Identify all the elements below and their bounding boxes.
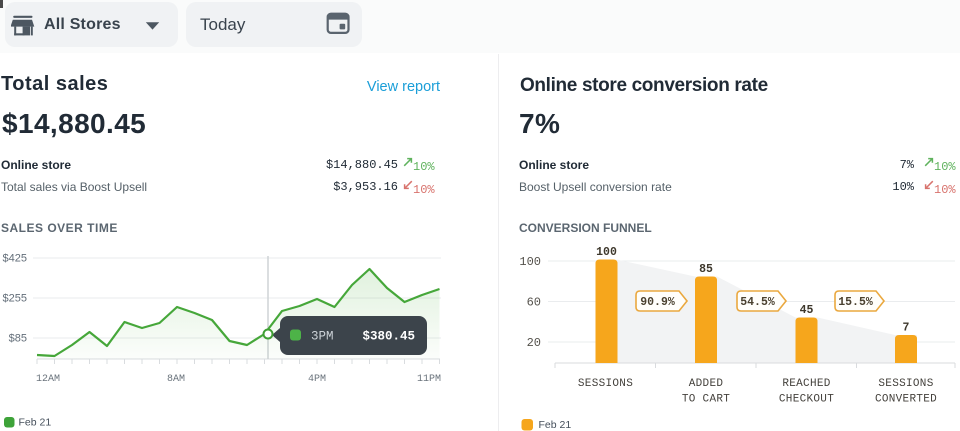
svg-text:Feb 21: Feb 21 (19, 417, 52, 429)
svg-text:54.5%: 54.5% (740, 296, 775, 309)
svg-text:ADDED: ADDED (689, 378, 724, 390)
svg-text:15.5%: 15.5% (838, 296, 873, 309)
svg-text:4PM: 4PM (308, 374, 326, 385)
svg-text:90.9%: 90.9% (640, 296, 675, 309)
svg-text:45: 45 (800, 304, 814, 317)
svg-text:REACHED: REACHED (782, 378, 830, 390)
svg-text:CHECKOUT: CHECKOUT (779, 394, 834, 406)
svg-text:CONVERTED: CONVERTED (875, 394, 937, 406)
svg-text:SESSIONS: SESSIONS (878, 378, 933, 390)
svg-text:$380.45: $380.45 (362, 330, 415, 344)
svg-text:60: 60 (527, 296, 541, 310)
svg-text:Feb 21: Feb 21 (539, 419, 572, 431)
svg-text:20: 20 (527, 336, 541, 350)
svg-text:$255: $255 (3, 293, 27, 305)
svg-text:100: 100 (519, 255, 541, 269)
svg-text:7: 7 (903, 322, 910, 335)
svg-text:$85: $85 (9, 333, 27, 345)
svg-text:3PM: 3PM (311, 330, 334, 344)
svg-text:100: 100 (596, 246, 617, 259)
svg-text:11PM: 11PM (417, 374, 441, 385)
svg-text:12AM: 12AM (36, 374, 60, 385)
svg-text:8AM: 8AM (167, 374, 185, 385)
svg-text:SESSIONS: SESSIONS (578, 378, 633, 390)
svg-text:$425: $425 (3, 253, 27, 265)
svg-text:TO CART: TO CART (682, 394, 730, 406)
svg-text:85: 85 (699, 263, 713, 276)
